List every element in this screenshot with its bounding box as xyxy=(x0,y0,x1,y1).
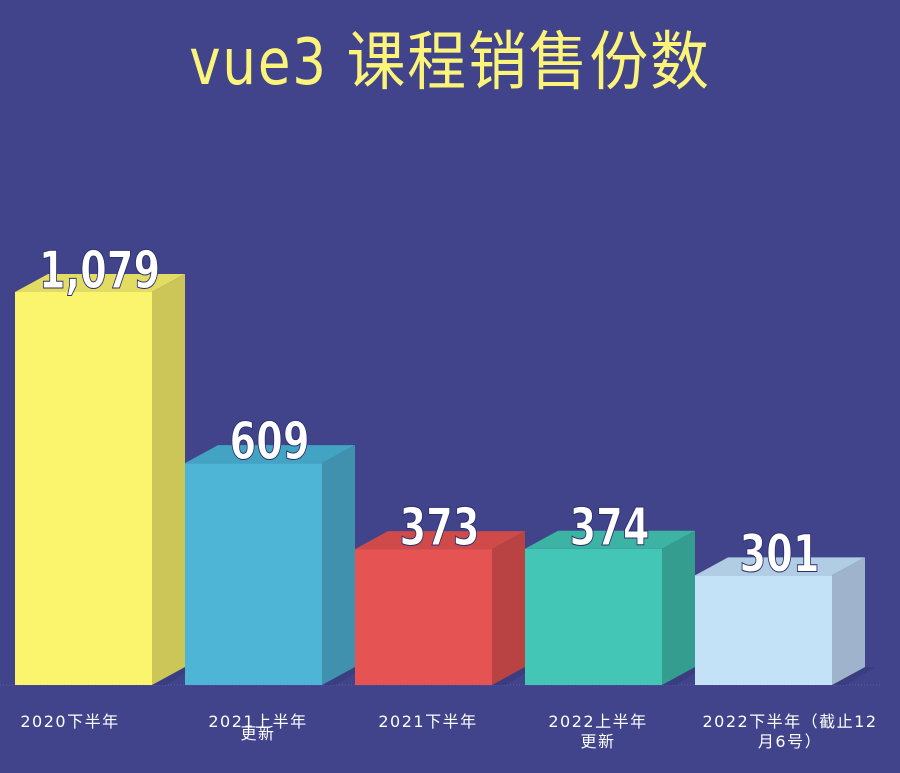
bar-value-label: 609 xyxy=(229,412,309,472)
bar-front-face xyxy=(695,575,832,685)
bar-value-label: 374 xyxy=(569,498,649,558)
x-axis-label-line: 更新 xyxy=(580,732,616,751)
bar-top-face xyxy=(185,445,355,464)
bar-front-face xyxy=(185,463,322,685)
bar-side-face xyxy=(832,557,865,685)
bar-side-face xyxy=(152,274,185,685)
x-axis-label: 2022下半年（截止12 月6号） xyxy=(680,712,900,752)
bar-shadow xyxy=(832,667,875,685)
x-axis-label-line: 2020下半年 xyxy=(20,712,120,731)
bar-shadow xyxy=(322,667,365,685)
x-axis-label-line: 2021上半年 xyxy=(208,712,308,731)
x-axis-label-line: 2021下半年 xyxy=(378,712,478,731)
bar-front-face xyxy=(525,548,662,685)
bar-shadow xyxy=(152,667,195,685)
chart-title: vue3 课程销售份数 xyxy=(189,26,711,100)
bar-side-face xyxy=(322,445,355,685)
bar-value-label: 301 xyxy=(739,524,819,584)
bar-shadow xyxy=(662,667,705,685)
bars-group: 1,079 609 373 374 301 xyxy=(0,241,880,686)
bar-4: 374 xyxy=(525,497,705,685)
x-axis-label: 2022上半年 更新 xyxy=(488,712,708,752)
bar-front-face xyxy=(355,549,492,685)
x-axis-label: 2020下半年 xyxy=(0,712,180,732)
bar-3: 373 xyxy=(355,498,535,685)
x-axis-label: 2021上半年 更新 xyxy=(148,712,368,744)
x-axis-label-line: 更新 xyxy=(240,724,276,743)
bar-value-label: 1,079 xyxy=(39,241,160,301)
x-axis-label-line: 2022上半年 xyxy=(548,712,648,731)
bar-top-face xyxy=(15,274,185,292)
bar-front-face xyxy=(15,292,152,685)
x-axis-label: 2021下半年 xyxy=(318,712,538,732)
bar-2: 609 xyxy=(185,412,365,685)
bar-top-face xyxy=(355,531,525,550)
bar-value-label: 373 xyxy=(399,498,479,558)
bar-top-face xyxy=(695,557,865,576)
bar-side-face xyxy=(492,531,525,685)
bar-1: 1,079 xyxy=(15,241,195,685)
bar-5: 301 xyxy=(695,524,875,685)
bar-shadow xyxy=(492,667,535,685)
bar-top-face xyxy=(525,530,695,549)
bar-side-face xyxy=(662,530,695,685)
x-axis-label-line: 月6号） xyxy=(757,732,823,751)
x-axis-label-line: 2022下半年（截止12 xyxy=(702,712,878,731)
